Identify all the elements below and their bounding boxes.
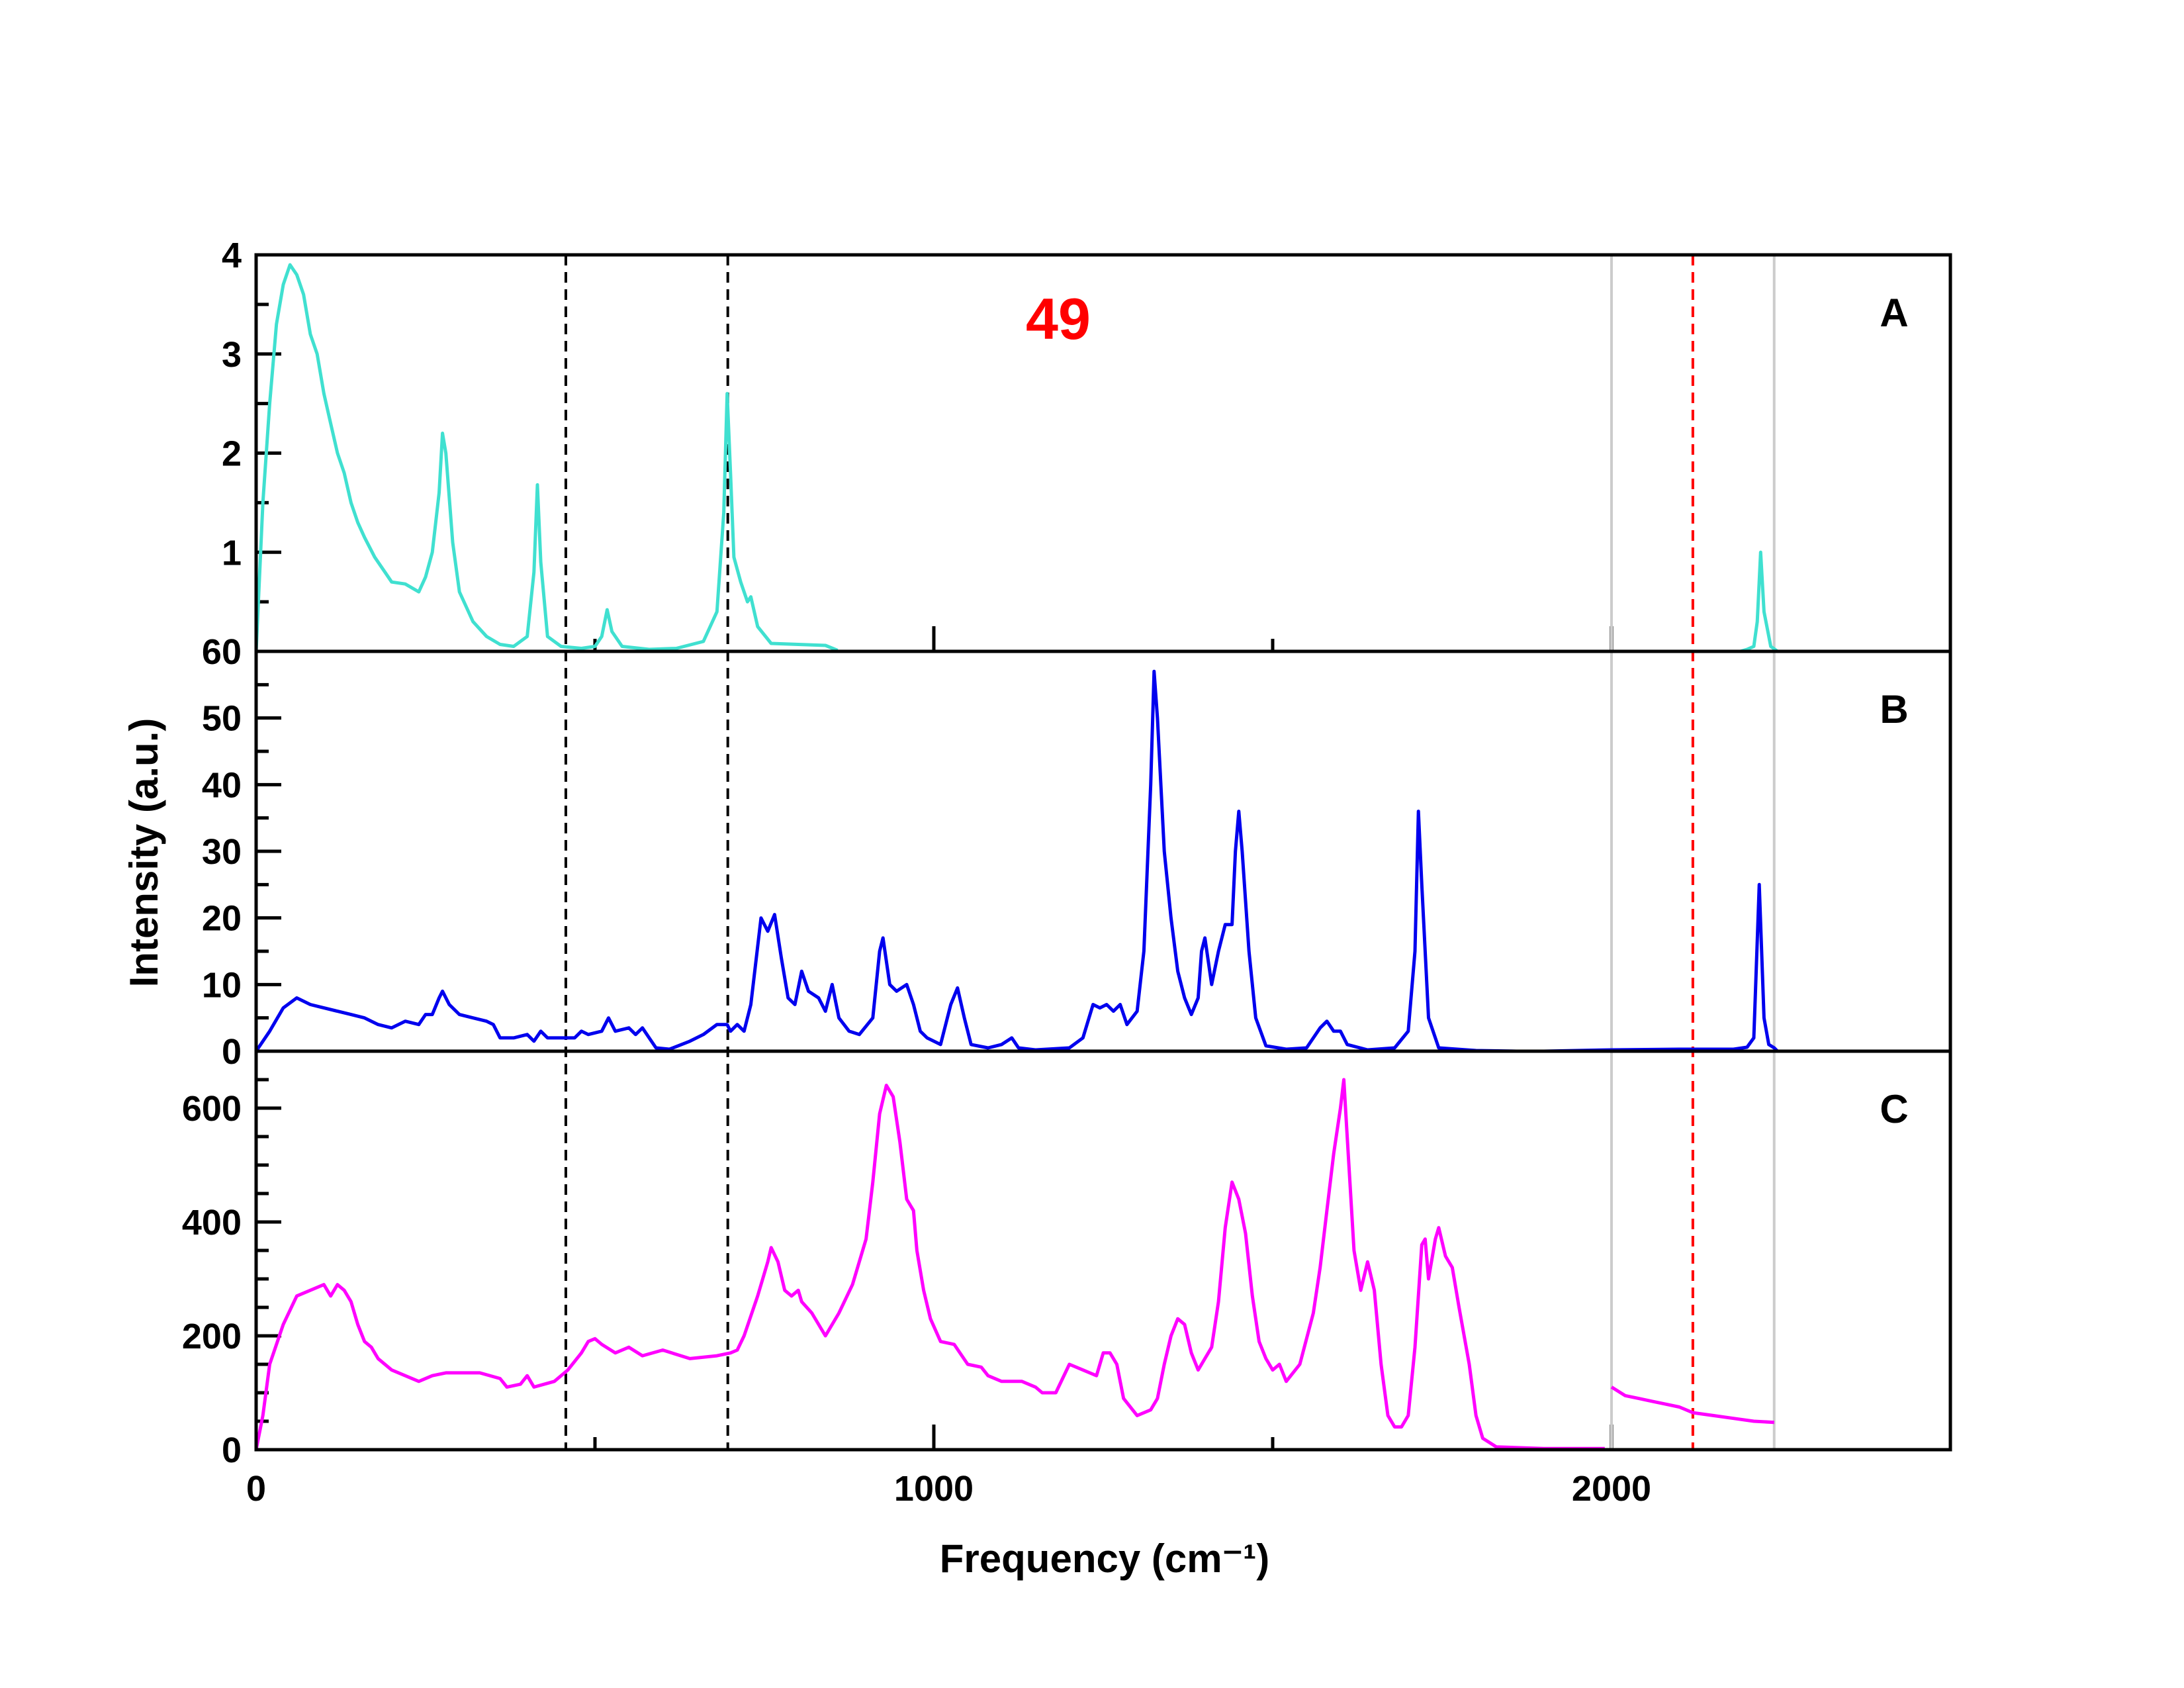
y-tick-label: 200 [182, 1317, 242, 1356]
panel-frame [254, 253, 1952, 653]
x-axis-label: Frequency (cm⁻¹) [940, 1536, 1269, 1581]
x-tick-label: 2000 [1572, 1469, 1651, 1509]
spectrum-line [254, 1078, 1774, 1450]
y-tick-label: 4 [222, 236, 242, 275]
y-tick-label: 1 [222, 533, 242, 573]
y-tick-label: 60 [202, 632, 242, 672]
panel-label: A [1880, 291, 1908, 335]
panel-frame [254, 1049, 1952, 1452]
x-tick-label: 0 [246, 1469, 266, 1509]
y-tick-label: 30 [202, 832, 242, 872]
panel-label: C [1880, 1087, 1908, 1131]
spectrum-line [254, 263, 1779, 653]
y-tick-label: 50 [202, 699, 242, 739]
y-tick-label: 0 [222, 1430, 242, 1470]
y-tick-label: 20 [202, 899, 242, 939]
y-tick-label: 3 [222, 335, 242, 375]
y-tick-label: 400 [182, 1203, 242, 1243]
annotation: 49 [1026, 286, 1091, 352]
y-tick-label: 10 [202, 965, 242, 1005]
y-tick-label: 0 [222, 1032, 242, 1072]
y-tick-label: 600 [182, 1089, 242, 1129]
y-axis-label: Intensity (a.u.) [122, 718, 166, 988]
panel-label: B [1880, 687, 1908, 731]
y-tick-label: 2 [222, 434, 242, 474]
x-tick-label: 1000 [894, 1469, 974, 1509]
y-tick-label: 40 [202, 765, 242, 805]
spectrum-line [254, 669, 1779, 1053]
panel-frame [254, 649, 1952, 1053]
